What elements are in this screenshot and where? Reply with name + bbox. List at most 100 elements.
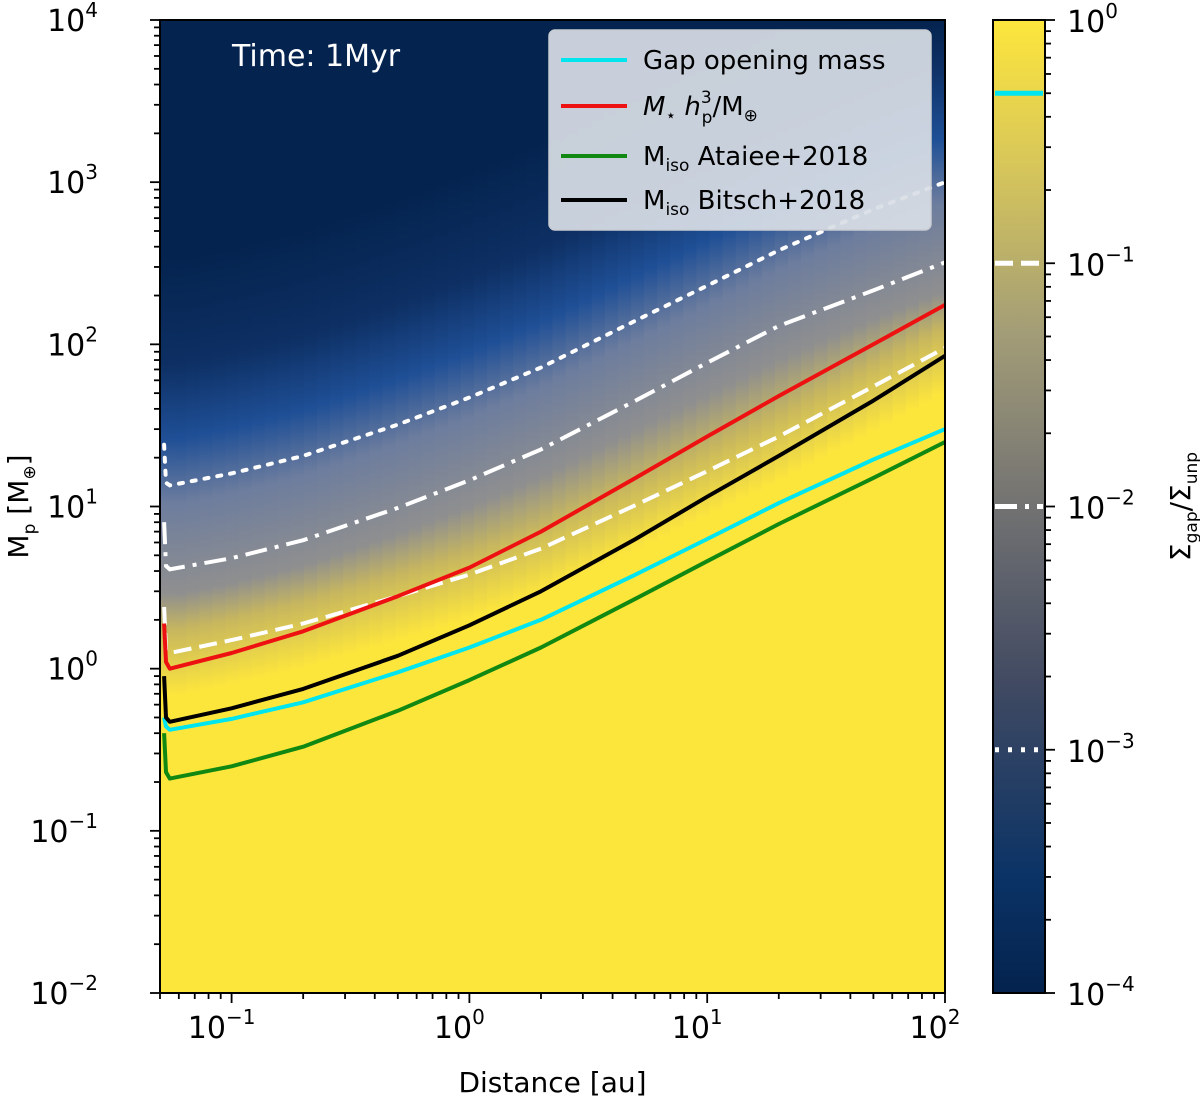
field-strip <box>290 20 305 993</box>
field-strip <box>382 20 397 993</box>
colorbar-tick-exp: −4 <box>1105 972 1134 996</box>
y-axis-title-sub: p <box>20 524 40 535</box>
axes: 10−1 100 101 10210−210−1100101102103104Dist… <box>2 0 960 1099</box>
field-strip <box>343 20 357 993</box>
y-tick-label: 101 <box>47 485 98 526</box>
legend-math: p <box>702 108 713 128</box>
field-strip <box>604 20 619 993</box>
field-strip <box>552 20 567 993</box>
field-strip <box>644 20 658 993</box>
x-tick-label: 100 <box>434 1005 485 1046</box>
field-strip <box>317 20 331 993</box>
field-strip <box>631 20 645 993</box>
colorbar-tick-label: 10−4 <box>1067 972 1135 1013</box>
field-strip <box>356 20 370 993</box>
y-tick-label: 100 <box>47 647 98 688</box>
field-strip <box>814 20 828 993</box>
field-strip <box>774 20 789 993</box>
y-tick-label: 103 <box>47 160 98 201</box>
colorbar-tick-base: 10 <box>1067 492 1105 527</box>
legend-math: /M <box>712 92 743 122</box>
field-strip <box>565 20 580 993</box>
legend-label: Miso Ataiee+2018 <box>643 142 868 176</box>
field-strip <box>264 20 279 993</box>
field-strip <box>212 20 227 993</box>
colorbar-tick-exp: −1 <box>1105 242 1134 266</box>
time-annotation-text: Time: 1Myr <box>231 39 401 74</box>
field-strip <box>931 20 945 993</box>
legend-math: h <box>676 92 701 122</box>
field-strip <box>369 20 384 993</box>
y-axis-title-main: M <box>2 534 35 558</box>
colorbar-title-main: Σ <box>1164 543 1197 561</box>
field-strip <box>330 20 344 993</box>
colorbar-tick-exp: −2 <box>1105 486 1134 510</box>
y-tick-base: 10 <box>47 653 85 688</box>
colorbar-tick-base: 10 <box>1067 5 1105 40</box>
legend-label-text: Bitsch+2018 <box>689 186 865 216</box>
x-tick-base: 10 <box>434 1011 472 1046</box>
field-strip <box>801 20 815 993</box>
contour-dashdot <box>162 260 945 572</box>
colorbar-title-sub: unp <box>1182 452 1200 484</box>
y-tick-exp: 0 <box>85 647 98 671</box>
contour-dotted <box>162 180 945 488</box>
colorbar-tick-label: 10−1 <box>1067 242 1135 283</box>
series-line-1 <box>162 303 945 671</box>
y-tick-exp: 3 <box>85 160 98 184</box>
field-strip <box>434 20 449 993</box>
field-strip <box>840 20 855 993</box>
y-tick-base: 10 <box>47 166 85 201</box>
field-strip <box>303 20 318 993</box>
field-strip <box>657 20 671 993</box>
colorbar-tick-label: 10−2 <box>1067 486 1135 527</box>
field-strip <box>447 20 462 993</box>
series-line-2 <box>162 440 945 781</box>
y-tick-base: 10 <box>30 815 68 850</box>
series-line-0 <box>162 427 945 732</box>
colorbar-title-sub: gap <box>1182 511 1200 543</box>
legend-math: iso <box>665 156 689 176</box>
x-tick-label: 102 <box>910 1005 961 1046</box>
legend-label: M⋆ h3 p/M⊕ <box>643 88 758 128</box>
y-tick-exp: −2 <box>69 971 98 995</box>
legend-math: ⋆ <box>665 106 676 126</box>
x-axis-title: Distance [au] <box>458 1066 646 1099</box>
colorbar-tick-exp: 0 <box>1105 0 1118 23</box>
x-tick-exp: 0 <box>472 1005 485 1029</box>
field-strip <box>408 20 423 993</box>
legend-box <box>548 29 932 231</box>
field-strip <box>735 20 750 993</box>
field-strip <box>905 20 920 993</box>
field-strip <box>421 20 436 993</box>
field-strip <box>186 20 200 993</box>
field-strip <box>853 20 868 993</box>
x-tick-exp: −1 <box>226 1005 255 1029</box>
heatmap-field <box>160 20 945 993</box>
colorbar-title: Σgap/Σunp <box>1164 452 1200 561</box>
y-axis-title-unit-sub: ⊕ <box>20 465 40 479</box>
field-strip <box>513 20 527 993</box>
field-strip <box>173 20 187 993</box>
field-strip <box>199 20 213 993</box>
colorbar-tick-label: 10−3 <box>1067 729 1135 770</box>
colorbar-title-sep: /Σ <box>1164 484 1197 511</box>
field-strip <box>251 20 266 993</box>
y-tick-label: 10−2 <box>30 971 98 1012</box>
field-strip <box>670 20 684 993</box>
y-tick-label: 102 <box>47 322 98 363</box>
legend-math: 3 <box>701 88 712 108</box>
y-axis-title-unit: [M <box>2 480 35 524</box>
field-strip <box>788 20 802 993</box>
y-tick-base: 10 <box>47 491 85 526</box>
colorbar-tick-base: 10 <box>1067 978 1105 1013</box>
legend-math: M <box>643 92 665 122</box>
legend-math: iso <box>665 200 689 220</box>
field-strip <box>892 20 907 993</box>
y-tick-exp: 1 <box>85 485 98 509</box>
legend-math: ⊕ <box>744 106 758 126</box>
series-line-3 <box>162 354 945 724</box>
legend-math: M <box>643 142 665 172</box>
